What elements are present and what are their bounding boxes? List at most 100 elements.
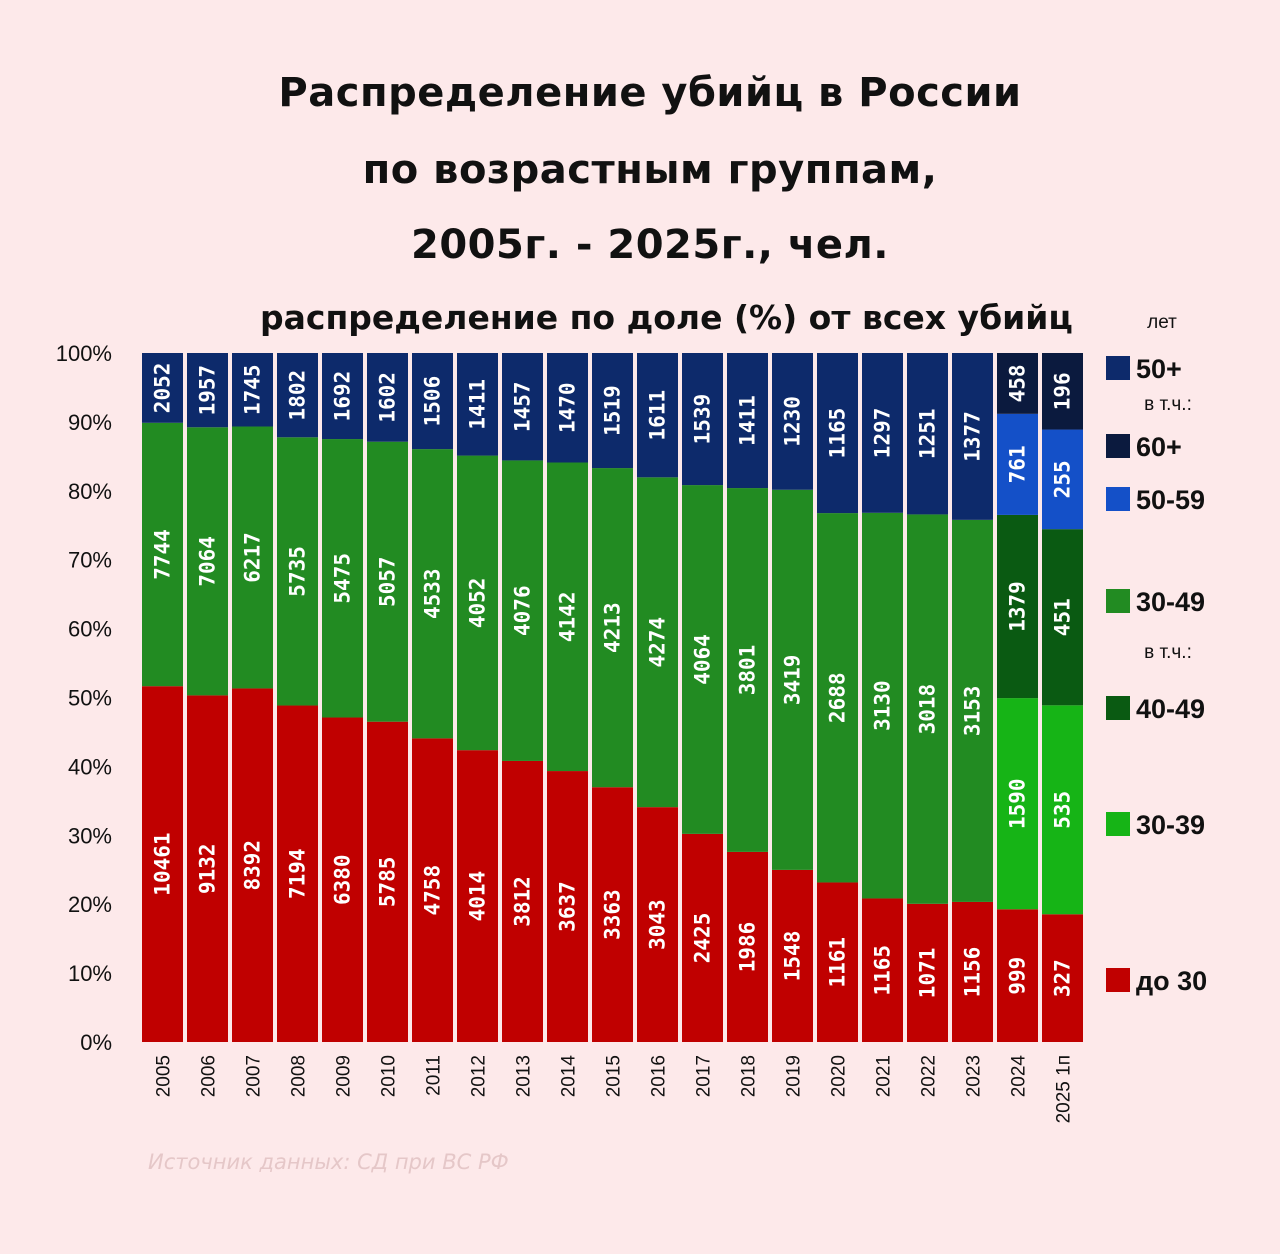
legend-label-g50plus: 50+ — [1136, 354, 1182, 384]
bar-segment-under30 — [637, 807, 678, 1042]
legend-label-g40_49: 40-49 — [1136, 694, 1205, 724]
x-tick-label: 2017 — [694, 1055, 715, 1097]
data-label: 1377 — [961, 411, 985, 462]
y-tick-label: 70% — [68, 548, 112, 573]
data-label: 9132 — [196, 843, 220, 894]
bar-segment-g50plus — [817, 353, 858, 514]
data-label: 1297 — [871, 408, 895, 459]
data-label: 1539 — [691, 394, 715, 445]
legend: лет 50+ в т.ч.: 60+ 50-59 30-49 в т.ч.: 40-49 30… — [1106, 312, 1207, 996]
x-tick-label: 2010 — [379, 1055, 400, 1097]
chart-title-line-2: по возрастным группам, — [362, 147, 938, 193]
y-tick-label: 30% — [68, 823, 112, 848]
data-label: 535 — [1051, 791, 1075, 829]
legend-swatch-g50plus — [1106, 356, 1130, 380]
data-label: 1156 — [961, 947, 985, 998]
bar-segment-g30_49 — [412, 449, 453, 739]
y-tick-label: 60% — [68, 617, 112, 642]
data-label: 4014 — [466, 871, 490, 922]
x-tick-label: 2019 — [784, 1055, 805, 1097]
bar-segment-g30_49 — [907, 514, 948, 904]
legend-swatch-g40_49 — [1106, 696, 1130, 720]
legend-swatch-under30 — [1106, 968, 1130, 992]
x-tick-label: 2016 — [649, 1055, 670, 1097]
bar-segment-g50_59 — [1042, 429, 1083, 530]
x-tick-label: 2009 — [334, 1055, 355, 1097]
data-label: 7744 — [151, 529, 175, 580]
data-label: 4142 — [556, 591, 580, 642]
bar-segment-under30 — [907, 903, 948, 1042]
bar-segment-under30 — [322, 717, 363, 1042]
bar-segment-under30 — [142, 686, 183, 1042]
legend-label-g30_49: 30-49 — [1136, 587, 1205, 617]
data-label: 999 — [1006, 957, 1030, 995]
x-tick-label: 2022 — [919, 1055, 940, 1097]
legend-swatch-g60plus — [1106, 434, 1130, 458]
bar-segment-g50plus — [727, 353, 768, 489]
data-label: 4213 — [601, 602, 625, 653]
data-label: 761 — [1006, 445, 1030, 483]
data-label: 2052 — [151, 363, 175, 414]
bar-segment-under30 — [1042, 914, 1083, 1042]
bar-segment-g30_49 — [142, 422, 183, 687]
data-label: 1548 — [781, 931, 805, 982]
x-tick-label: 2006 — [199, 1055, 220, 1097]
bar-segment-g30_49 — [187, 427, 228, 696]
data-label: 1161 — [826, 937, 850, 988]
data-label: 1986 — [736, 922, 760, 973]
x-tick-label: 2020 — [829, 1055, 850, 1097]
data-label: 1457 — [511, 381, 535, 432]
bar-segment-g50plus — [457, 353, 498, 456]
data-label: 2688 — [826, 672, 850, 723]
y-tick-label: 50% — [68, 686, 112, 711]
bar-segment-under30 — [277, 705, 318, 1042]
bar-segment-g50plus — [412, 353, 453, 450]
bar-segment-under30 — [862, 898, 903, 1042]
data-label: 6380 — [331, 854, 355, 905]
data-label: 5785 — [376, 857, 400, 908]
x-tick-label: 2024 — [1009, 1055, 1030, 1098]
data-label: 196 — [1051, 372, 1075, 410]
bar-segment-g30_49 — [592, 468, 633, 788]
bar-segment-g50plus — [682, 353, 723, 486]
x-axis: 2005 2006 2007 2008 2009 2010 2011 2012 2013 2014… — [154, 1055, 1075, 1124]
data-label: 458 — [1006, 364, 1030, 402]
bar-segment-g30_49 — [727, 488, 768, 852]
y-tick-label: 80% — [68, 479, 112, 504]
data-label: 1071 — [916, 948, 940, 999]
bar-segment-g50plus — [367, 353, 408, 442]
bar-segment-under30 — [457, 750, 498, 1042]
data-label: 1590 — [1006, 778, 1030, 829]
data-label: 5057 — [376, 556, 400, 607]
bar-segment-under30 — [682, 833, 723, 1042]
chart-title-line-3: 2005г. - 2025г., чел. — [411, 222, 889, 268]
data-label: 451 — [1051, 598, 1075, 636]
data-label: 1957 — [196, 365, 220, 416]
data-label: 1165 — [871, 945, 895, 996]
bar-segment-under30 — [772, 869, 813, 1042]
bar-segment-g50plus — [772, 353, 813, 490]
bar-segment-under30 — [592, 787, 633, 1042]
bar-segment-g40_49 — [997, 514, 1038, 699]
bar-segment-under30 — [187, 695, 228, 1042]
bar-segment-under30 — [952, 901, 993, 1042]
data-label: 1506 — [421, 376, 445, 427]
bar-segment-g50plus — [547, 353, 588, 463]
data-label: 4052 — [466, 578, 490, 629]
bar-segment-under30 — [502, 760, 543, 1042]
data-label: 4758 — [421, 865, 445, 916]
data-label: 3801 — [736, 645, 760, 696]
data-label: 3812 — [511, 876, 535, 927]
bar-segment-g50plus — [142, 353, 183, 423]
chart-subtitle: распределение по доле (%) от всех убийц — [260, 298, 1073, 337]
data-label: 5475 — [331, 553, 355, 604]
data-label: 6217 — [241, 532, 265, 583]
bar-segment-g50plus — [637, 353, 678, 478]
data-label: 1602 — [376, 372, 400, 423]
bar-segment-g30_49 — [547, 462, 588, 772]
data-label: 7194 — [286, 848, 310, 899]
data-label: 2425 — [691, 913, 715, 964]
data-label: 3637 — [556, 881, 580, 932]
bar-segment-g50plus — [592, 353, 633, 469]
